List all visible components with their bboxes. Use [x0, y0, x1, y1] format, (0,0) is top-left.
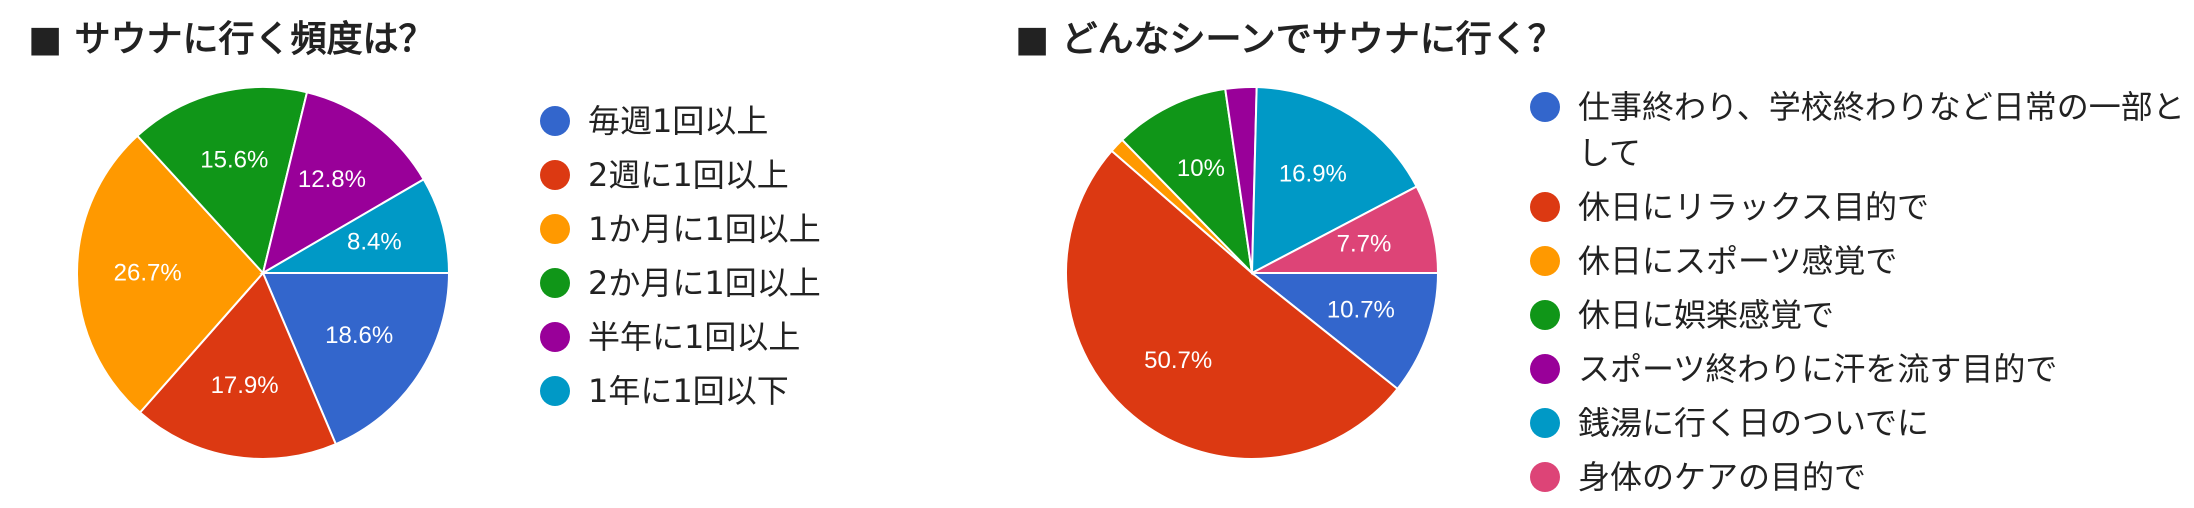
slice-label: 17.9% [211, 372, 279, 399]
slice-label: 16.9% [1279, 160, 1347, 187]
legend-label: 2週に1回以上 [588, 156, 789, 194]
pie-slice [1065, 149, 1399, 460]
pie-chart: 10.7% 50.7% 10% 16.9% 7.7% [1065, 86, 1440, 460]
legend-label: スポーツ終わりに汗を流す目的で [1578, 350, 2058, 388]
legend-swatch [1530, 300, 1560, 330]
slice-label: 10.7% [1327, 296, 1395, 323]
legend-label: 1年に1回以下 [588, 372, 789, 410]
chart-title: ■ サウナに行く頻度は？ [28, 19, 435, 60]
legend-item: スポーツ終わりに汗を流す目的で [1530, 346, 2190, 392]
legend-label: 身体のケアの目的で [1578, 458, 1867, 496]
legend-item: 2か月に1回以上 [540, 260, 821, 306]
slice-label: 7.7% [1337, 231, 1392, 258]
pie-slice [261, 272, 451, 446]
legend-label: 2か月に1回以上 [588, 264, 821, 302]
legend-label: 休日にスポーツ感覚で [1578, 242, 1898, 280]
legend-swatch [1530, 92, 1560, 122]
legend-item: 休日に娯楽感覚で [1530, 292, 2190, 338]
legend-item: 半年に1回以上 [540, 314, 821, 360]
legend-swatch [540, 322, 570, 352]
pie-chart: 18.6% 17.9% 26.7% 15.6% 12.8% 8.4% [76, 86, 451, 460]
slice-label: 15.6% [200, 147, 268, 174]
pie-slice [138, 271, 338, 460]
legend-item: 仕事終わり、学校終わりなど日常の一部として [1530, 84, 2190, 176]
pie-slice [135, 86, 309, 276]
pie-slice [76, 134, 265, 414]
legend: 毎週1回以上 2週に1回以上 1か月に1回以上 2か月に1回以上 半年に1回以上 1年に1… [540, 98, 821, 422]
pie-slice [1250, 86, 1419, 275]
slice-label: 12.8% [298, 166, 366, 193]
legend: 仕事終わり、学校終わりなど日常の一部として休日にリラックス目的で 休日にスポーツ感… [1530, 84, 2190, 508]
chart-title: ■ どんなシーンでサウナに行く？ [1015, 19, 1564, 60]
slice-label: 26.7% [114, 259, 182, 286]
legend-item: 休日にリラックス目的で [1530, 184, 2190, 230]
legend-swatch [540, 214, 570, 244]
pie-slice [1120, 87, 1254, 276]
legend-label: 休日にリラックス目的で [1578, 188, 1930, 226]
slice-label: 8.4% [347, 228, 402, 255]
legend-label: 仕事終わり、学校終わりなど日常の一部として [1578, 88, 2185, 172]
legend-label: 1か月に1回以上 [588, 210, 821, 248]
legend-swatch [1530, 246, 1560, 276]
slice-label: 18.6% [325, 322, 393, 349]
legend-label: 毎週1回以上 [588, 102, 769, 140]
legend-item: 銭湯に行く日のついでに [1530, 400, 2190, 446]
legend-item: 毎週1回以上 [540, 98, 821, 144]
slice-label: 50.7% [1144, 347, 1212, 374]
pie-slice [259, 177, 451, 274]
legend-item: 身体のケアの目的で [1530, 454, 2190, 500]
legend-label: 銭湯に行く日のついでに [1578, 404, 1930, 442]
pie-slice [261, 91, 426, 276]
legend-item: 1か月に1回以上 [540, 206, 821, 252]
legend-swatch [1530, 192, 1560, 222]
pie-slice [1251, 185, 1440, 274]
legend-swatch [540, 106, 570, 136]
legend-swatch [1530, 354, 1560, 384]
legend-item: 休日にスポーツ感覚で [1530, 238, 2190, 284]
legend-item: 2週に1回以上 [540, 152, 821, 198]
legend-label: 半年に1回以上 [588, 318, 801, 356]
legend-swatch [540, 268, 570, 298]
legend-swatch [540, 160, 570, 190]
slice-label: 10% [1177, 155, 1225, 182]
legend-swatch [1530, 462, 1560, 492]
legend-swatch [540, 376, 570, 406]
legend-label: 休日に娯楽感覚で [1578, 296, 1835, 334]
legend-item: 1年に1回以下 [540, 368, 821, 414]
pie-slice [1249, 272, 1440, 391]
legend-swatch [1530, 408, 1560, 438]
